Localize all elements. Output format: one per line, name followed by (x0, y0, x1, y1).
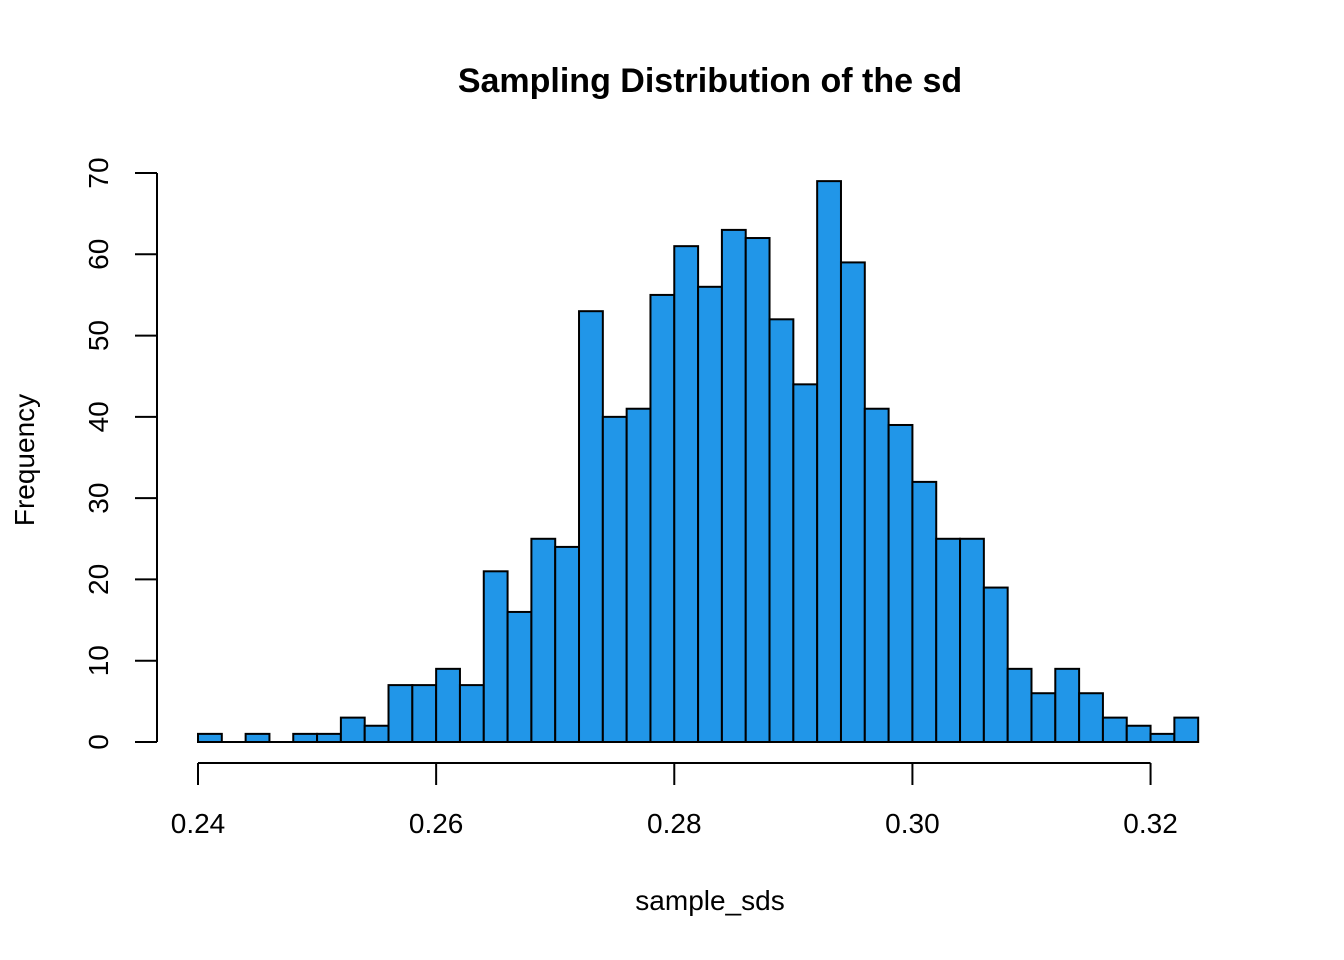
y-tick-label: 70 (83, 157, 114, 188)
histogram-bar (1125, 724, 1152, 744)
histogram-bar (292, 732, 319, 743)
y-tick-label: 0 (83, 734, 114, 750)
histogram-bar (816, 180, 842, 743)
histogram-bar (578, 310, 604, 743)
histogram-bar (339, 716, 366, 743)
chart-title: Sampling Distribution of the sd (458, 62, 962, 100)
histogram-bar (530, 537, 557, 743)
histogram-bar (197, 732, 223, 743)
histogram-bar (1006, 667, 1033, 743)
histogram-bar (911, 480, 938, 743)
y-tick-label: 30 (83, 483, 114, 514)
y-tick-label: 20 (83, 564, 114, 595)
bars-group (197, 180, 1200, 744)
histogram-bar (601, 415, 628, 743)
y-tick-label: 50 (83, 320, 114, 351)
histogram-bar (1078, 692, 1104, 744)
histogram-bar (1101, 716, 1128, 743)
histogram-bar (1054, 667, 1081, 743)
x-tick-label: 0.24 (171, 808, 226, 839)
histogram-bar (244, 732, 271, 743)
histogram-bar (863, 407, 890, 743)
x-axis-label: sample_sds (635, 885, 784, 916)
x-tick-label: 0.28 (647, 808, 702, 839)
x-tick-label: 0.26 (409, 808, 464, 839)
histogram-bar (839, 261, 866, 743)
histogram-bar (935, 537, 962, 743)
histogram-bar (982, 586, 1009, 743)
histogram-bar (959, 537, 985, 743)
histogram-bar (554, 545, 581, 744)
histogram-bar (792, 383, 819, 743)
x-tick-label: 0.32 (1123, 808, 1178, 839)
x-axis: 0.24 0.26 0.28 0.30 0.32 (171, 762, 1178, 839)
histogram-bar (316, 732, 342, 743)
x-tick-label: 0.30 (885, 808, 940, 839)
histogram-bar (744, 237, 771, 743)
histogram-bar (363, 724, 390, 744)
histogram-bar (673, 245, 700, 744)
histogram-bar (625, 407, 652, 743)
y-tick-label: 60 (83, 239, 114, 270)
histogram-bar (649, 293, 676, 743)
histogram-bar (506, 610, 533, 744)
y-axis: 0 10 20 30 40 50 60 70 (83, 157, 158, 750)
histogram-bar (720, 228, 747, 743)
histogram-bar (697, 285, 723, 743)
histogram-bar (1149, 732, 1176, 743)
y-tick-label: 40 (83, 401, 114, 432)
histogram-bar (458, 684, 485, 743)
y-tick-label: 10 (83, 645, 114, 676)
histogram-bar (482, 570, 509, 743)
histogram-bar (1030, 692, 1057, 744)
histogram-bar (435, 667, 461, 743)
histogram-bar (1173, 716, 1200, 743)
y-axis-label: Frequency (9, 394, 40, 526)
histogram-bar (411, 684, 438, 743)
histogram-bar (387, 684, 414, 743)
histogram-bar (768, 318, 795, 743)
histogram-bar (887, 423, 914, 743)
